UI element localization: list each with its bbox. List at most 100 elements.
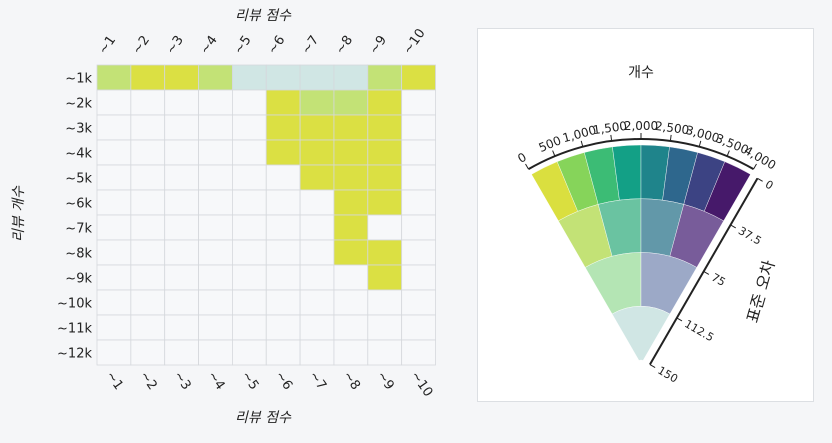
radial-angle-tick-label: 2,500 [654, 119, 690, 137]
radial-angle-tick-label: 500 [537, 133, 564, 155]
heatmap-cell [265, 189, 301, 216]
heatmap-cell [130, 64, 166, 91]
heatmap-cell [367, 289, 403, 316]
heatmap-cell [130, 239, 166, 266]
heatmap-cell [401, 214, 436, 241]
heatmap-cell [265, 289, 301, 316]
heatmap-cell [164, 64, 199, 91]
heatmap-cell [231, 164, 267, 191]
heatmap-y-tick-label: ~6k [65, 197, 92, 212]
radial-angle-tick-label: 0 [515, 150, 529, 166]
radial-angle-tick-label: 2,000 [624, 119, 658, 133]
heatmap-y-tick-label: ~7k [65, 222, 92, 237]
heatmap-x-tick-label-bottom: ~10 [407, 369, 435, 400]
heatmap-x-axis-title: 리뷰 점수 [235, 410, 292, 426]
heatmap-cell [231, 314, 267, 341]
heatmap-cell [164, 139, 199, 166]
heatmap-cell [333, 214, 369, 241]
radial-radius-tick [703, 271, 710, 275]
heatmap-y-tick-label: ~8k [65, 247, 92, 262]
heatmap-x-tick-label-top: ~7 [299, 33, 322, 57]
radial-angle-tick [580, 140, 584, 147]
heatmap-x-tick-label-top: ~6 [265, 33, 288, 57]
heatmap-cell [265, 239, 301, 266]
heatmap-y-tick-label: ~12k [57, 347, 92, 362]
heatmap-cell [164, 239, 199, 266]
radial-angle-tick [753, 163, 757, 170]
heatmap-cell [164, 164, 199, 191]
heatmap-x-tick-label-bottom: ~1 [103, 369, 126, 393]
heatmap-cell [265, 264, 301, 291]
heatmap-y-tick-label: ~4k [65, 147, 92, 162]
heatmap-cell [198, 339, 233, 366]
heatmap-cell [130, 114, 166, 141]
heatmap-cell [96, 239, 132, 266]
heatmap-cell [333, 164, 369, 191]
heatmap-cell [401, 89, 436, 116]
heatmap-cell [333, 289, 369, 316]
heatmap-y-tick-label: ~9k [65, 272, 92, 287]
heatmap-cell [198, 314, 233, 341]
heatmap-cell [367, 139, 403, 166]
radial-radius-tick [676, 317, 683, 322]
heatmap-x-tick-label-bottom: ~2 [136, 369, 159, 393]
heatmap-x-tick-label-top: ~10 [401, 26, 429, 57]
heatmap-cell [231, 189, 267, 216]
heatmap-cell [333, 264, 369, 291]
heatmap-cell [367, 114, 403, 141]
radial-angle-tick-label: 4,000 [742, 143, 779, 172]
heatmap-cell [333, 239, 369, 266]
heatmap-cell [265, 164, 301, 191]
heatmap-y-tick-label: ~10k [57, 297, 92, 312]
heatmap-cell [299, 239, 335, 266]
heatmap-cell [401, 339, 436, 366]
heatmap-cell [231, 264, 267, 291]
heatmap-cell [367, 239, 403, 266]
heatmap-cell [299, 314, 335, 341]
heatmap-cell [401, 264, 436, 291]
heatmap-x-tick-label-top: ~2 [130, 33, 153, 57]
radial-chart-panel: 0 500 1,000 1,500 2,000 2,500 3,000 3,500 4,000 … [477, 28, 814, 402]
heatmap-cell [367, 264, 403, 291]
heatmap-cell [333, 114, 369, 141]
heatmap-cell [231, 139, 267, 166]
heatmap-cell [401, 189, 436, 216]
heatmap-cell [401, 289, 436, 316]
radial-radius-axis-title: 표준 오차 [743, 258, 779, 325]
heatmap-cell [299, 289, 335, 316]
heatmap-x-tick-label-top: ~4 [197, 33, 220, 57]
heatmap-cell [96, 139, 132, 166]
heatmap-x-tick-label-bottom: ~6 [272, 369, 295, 393]
radial-angle-tick [669, 134, 672, 141]
heatmap-cell [367, 89, 403, 116]
radial-angle-tick [610, 134, 613, 141]
heatmap-y-tick-label: ~11k [57, 322, 92, 337]
radial-segments [531, 144, 751, 361]
heatmap-cell [299, 264, 335, 291]
heatmap-y-tick-label: ~3k [65, 122, 92, 137]
radial-radius-tick [649, 364, 656, 368]
heatmap-cell [198, 239, 233, 266]
heatmap-cell [198, 289, 233, 316]
heatmap-cell [96, 64, 132, 91]
heatmap-cell [299, 114, 335, 141]
radial-angle-tick-label: 1,500 [592, 119, 628, 137]
heatmap-cell [96, 264, 132, 291]
heatmap-x-tick-label-bottom: ~7 [306, 369, 329, 393]
heatmap-cell [96, 289, 132, 316]
heatmap-cell [401, 114, 436, 141]
heatmap-cell [164, 214, 199, 241]
heatmap-x-tick-label-bottom: ~3 [170, 369, 193, 393]
heatmap-y-tick-label: ~5k [65, 172, 92, 187]
radial-segment [611, 306, 671, 361]
heatmap-cell [333, 314, 369, 341]
heatmap-cells [96, 64, 436, 366]
heatmap-cell [96, 214, 132, 241]
heatmap-cell [265, 339, 301, 366]
heatmap-cell [164, 89, 199, 116]
heatmap-cell [231, 339, 267, 366]
radial-angle-tick [726, 150, 730, 157]
heatmap-cell [130, 164, 166, 191]
heatmap-cell [299, 64, 335, 91]
radial-radius-axis-line [649, 177, 759, 366]
